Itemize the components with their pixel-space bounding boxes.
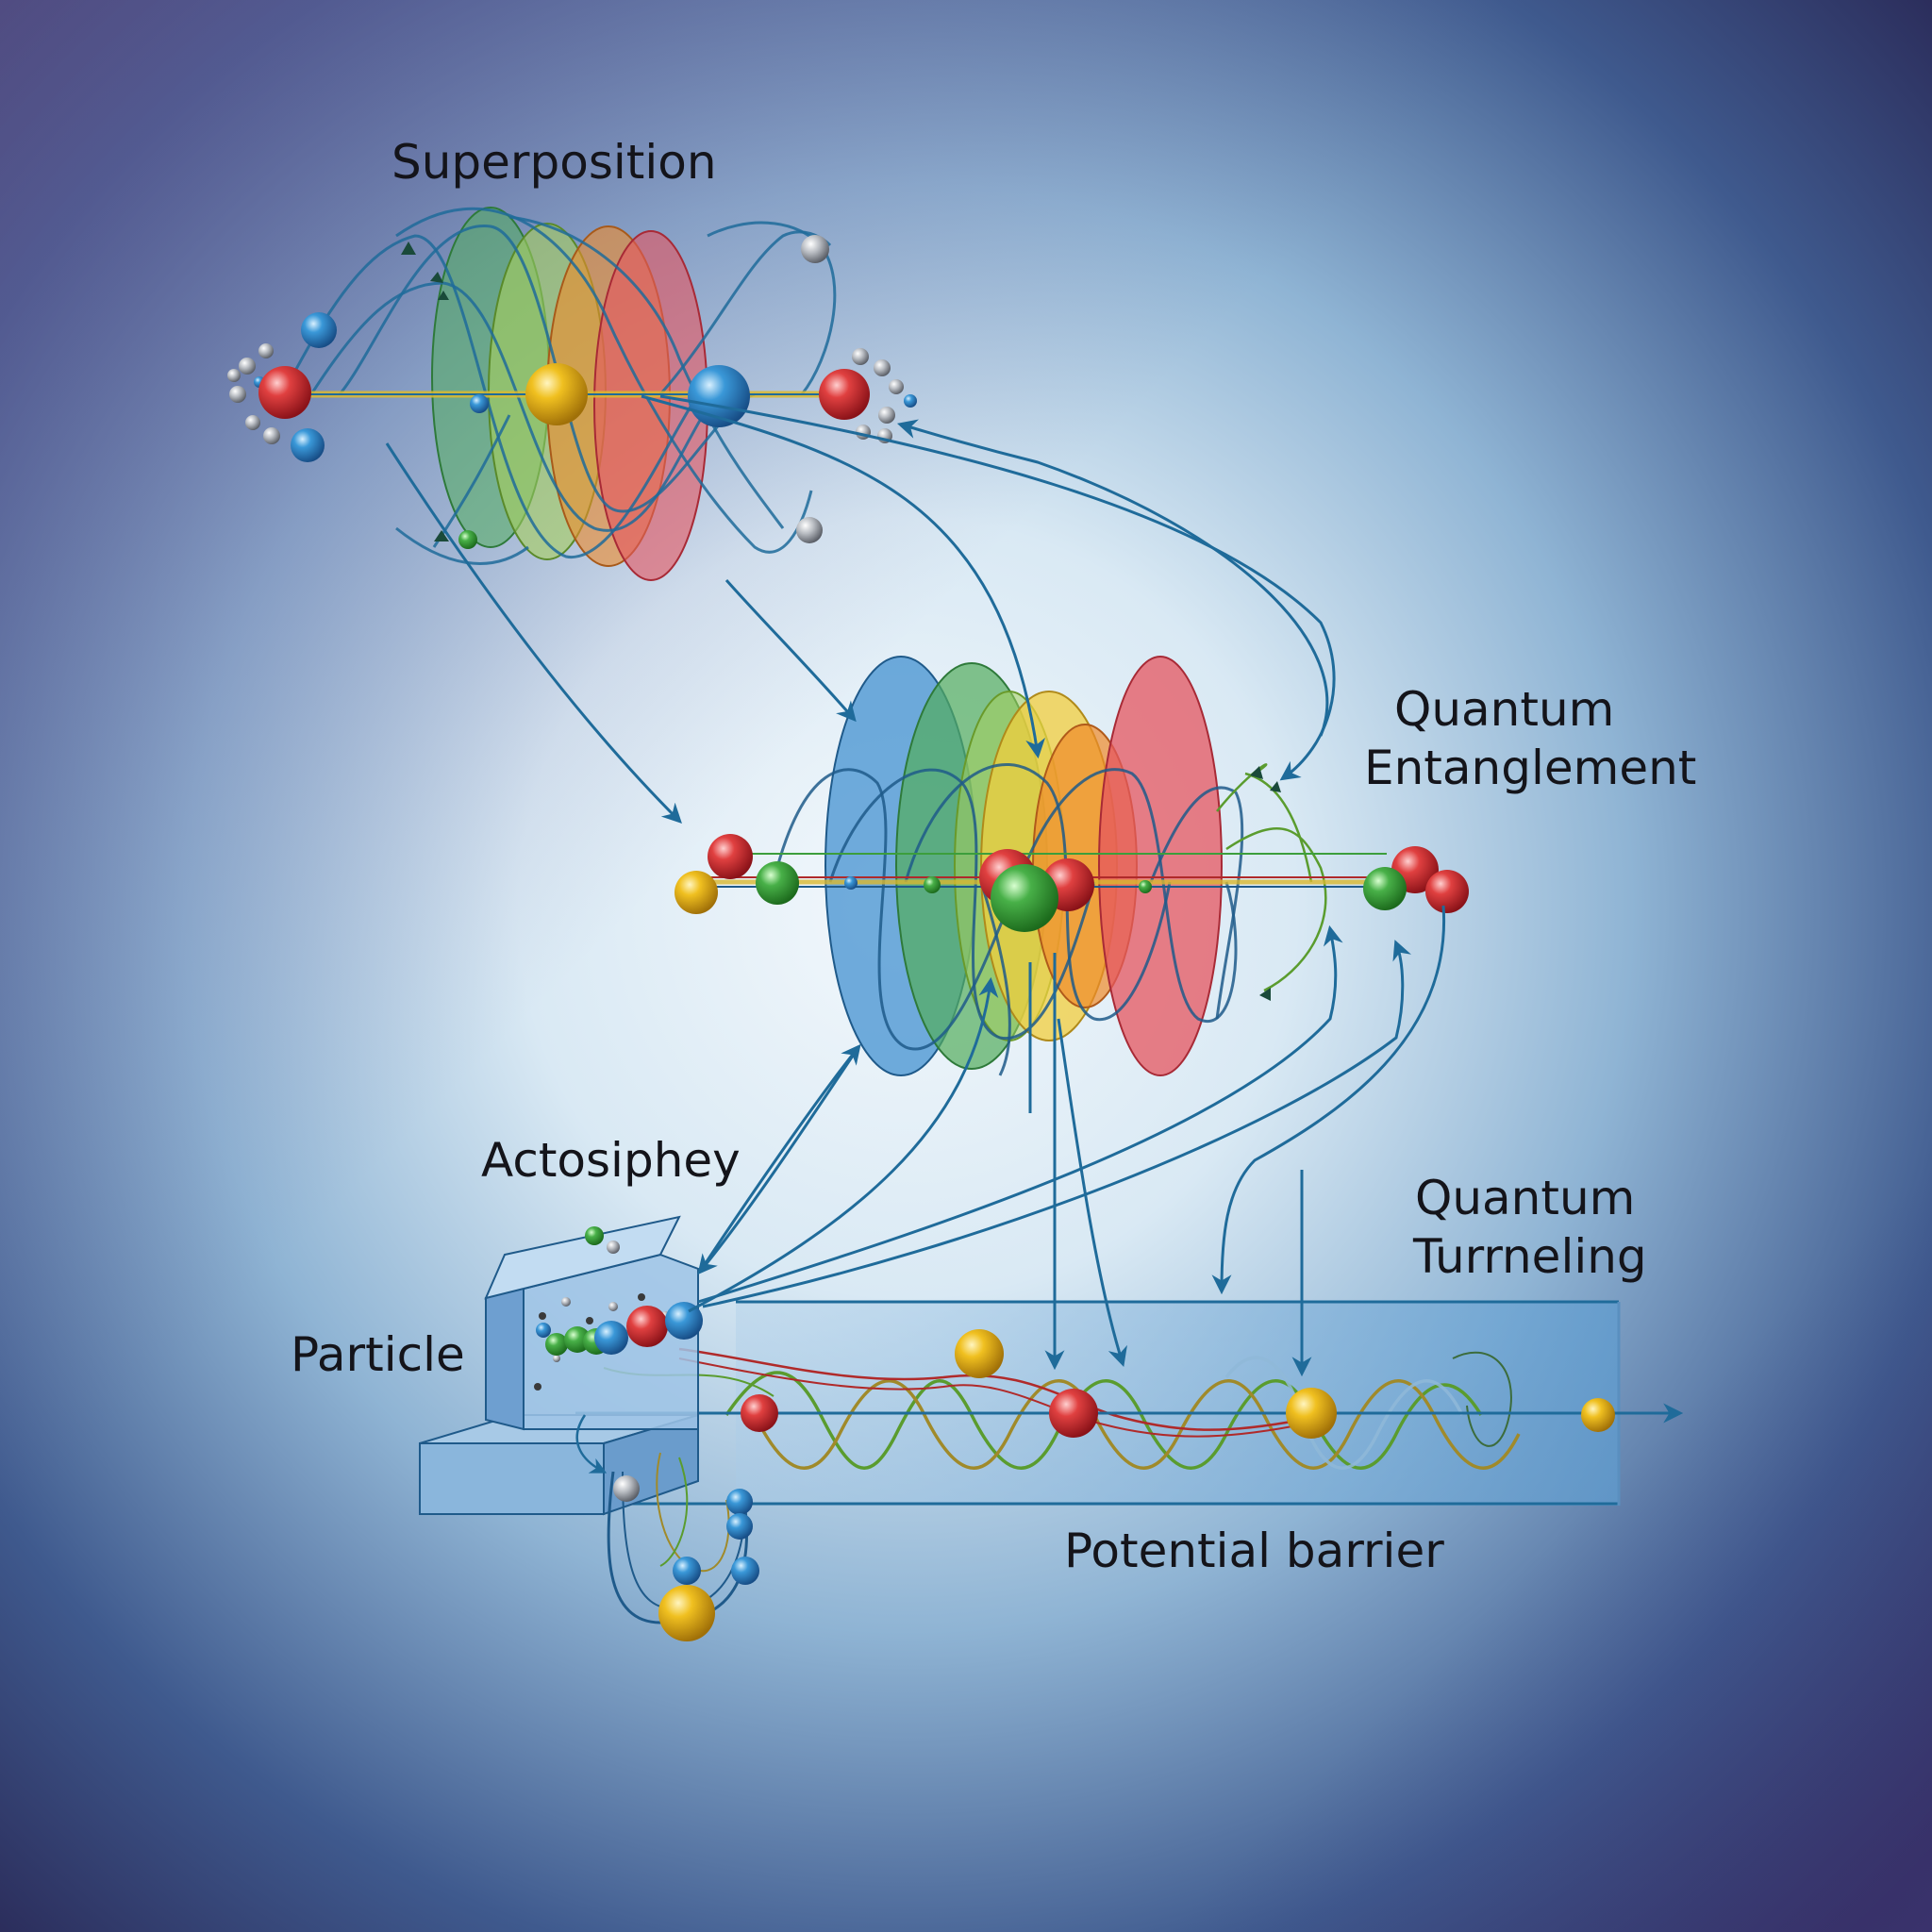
accent-chevrons [401,242,1281,1001]
connector-arrows [385,394,1446,1377]
label-particle: Particle [291,1327,465,1382]
wave-ghost-spiral [1452,1351,1512,1447]
arrow-block-curve-2 [697,924,1343,1304]
tunneling-particle-gold-2 [1286,1388,1337,1439]
superposition-particle-grey-top [801,235,829,263]
entanglement-group [675,656,1469,1076]
superposition-particle-green-small [458,530,477,549]
superposition-particle-red-right [819,369,870,420]
label-tunneling-line2: Turrneling [1413,1229,1647,1284]
arrow-entanglement-to-barrier [1211,905,1446,1295]
arrow-superposition-to-entanglement-right [659,394,1336,781]
superposition-left-cluster [227,343,280,444]
arrow-superposition-to-entanglement-left [385,442,682,824]
entanglement-green-waves [1216,763,1327,992]
entanglement-particle-red-left [708,834,753,879]
wave-red-1 [678,1347,1303,1431]
entanglement-particle-green-right [1363,867,1407,910]
arrow-block-curve-3 [702,940,1411,1308]
potential-barrier [736,1302,1619,1506]
block-particle-red [626,1306,668,1347]
molecule-particle-gold [658,1585,715,1641]
superposition-group [227,207,917,581]
wave-red-2 [678,1357,1293,1438]
label-potential-barrier: Potential barrier [1064,1524,1444,1578]
arrow-down-into-barrier-2 [1057,1018,1127,1368]
block-particle-blue-2 [665,1302,703,1340]
particle-source-block [419,1215,703,1516]
entanglement-particle-small-green [924,876,941,893]
entanglement-particle-green-center [991,864,1058,932]
entanglement-particle-small-blue [844,876,858,890]
label-entanglement-line1: Quantum [1394,682,1615,737]
molecule-loop [575,1414,759,1641]
tunneling-particle-red-center [1049,1389,1098,1438]
superposition-particle-blue-center [688,365,750,427]
superposition-particle-small-blue [470,394,489,413]
entanglement-particle-red-right [1425,870,1469,913]
label-superposition: Superposition [391,135,717,190]
tunneling-particle-gold-right [1581,1398,1615,1432]
block-particle-blue [594,1321,628,1355]
arrow-superposition-to-entanglement-mid [724,579,857,723]
block-particle-small-blue [536,1323,551,1338]
arrow-entanglement-to-block [697,1046,860,1275]
superposition-particle-blue-top [301,312,337,348]
label-actosiphey: Actosiphey [481,1133,741,1188]
tunneling-particle-red-left [741,1394,778,1432]
arrow-block-curve-1 [688,976,999,1313]
arrow-superposition-right-curve [641,394,1046,759]
block-slab-side [485,1281,525,1431]
arrow-block-to-entanglement [698,1043,861,1273]
superposition-particle-blue-bottom [291,428,325,462]
entanglement-particle-gold-left [675,871,718,914]
block-slab-top [484,1215,681,1300]
superposition-particle-grey-bottom [796,517,823,543]
superposition-lobes [431,207,708,581]
block-base-front [419,1442,605,1515]
superposition-particle-red-left [258,366,311,419]
entanglement-particle-small-green-2 [1139,880,1152,893]
arrow-entanglement-to-superposition [896,419,1329,737]
tunneling-group [528,1300,1684,1506]
superposition-particle-gold [525,363,588,425]
label-tunneling-line1: Quantum [1415,1171,1636,1225]
tunneling-particle-gold-1 [955,1329,1004,1378]
wave-olive [753,1379,1521,1470]
tunneling-waves [603,1347,1521,1470]
block-particle-green-1 [545,1333,568,1356]
entanglement-particle-green-left [756,861,799,905]
wave-pale [1224,1356,1464,1470]
label-entanglement-line2: Entanglement [1364,741,1697,795]
